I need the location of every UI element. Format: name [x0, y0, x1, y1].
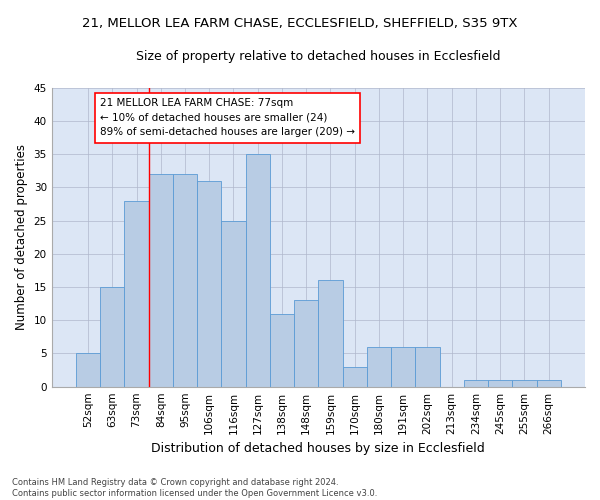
Text: 21 MELLOR LEA FARM CHASE: 77sqm
← 10% of detached houses are smaller (24)
89% of: 21 MELLOR LEA FARM CHASE: 77sqm ← 10% of…: [100, 98, 355, 138]
X-axis label: Distribution of detached houses by size in Ecclesfield: Distribution of detached houses by size …: [151, 442, 485, 455]
Text: Contains HM Land Registry data © Crown copyright and database right 2024.
Contai: Contains HM Land Registry data © Crown c…: [12, 478, 377, 498]
Bar: [391, 347, 415, 387]
Bar: [197, 181, 221, 386]
Bar: [270, 314, 294, 386]
Bar: [343, 367, 367, 386]
Bar: [512, 380, 536, 386]
Bar: [76, 354, 100, 386]
Bar: [173, 174, 197, 386]
Bar: [124, 200, 149, 386]
Y-axis label: Number of detached properties: Number of detached properties: [15, 144, 28, 330]
Bar: [415, 347, 440, 387]
Title: Size of property relative to detached houses in Ecclesfield: Size of property relative to detached ho…: [136, 50, 500, 63]
Bar: [464, 380, 488, 386]
Bar: [245, 154, 270, 386]
Bar: [319, 280, 343, 386]
Bar: [149, 174, 173, 386]
Bar: [536, 380, 561, 386]
Bar: [488, 380, 512, 386]
Bar: [221, 220, 245, 386]
Bar: [294, 300, 319, 386]
Bar: [100, 287, 124, 386]
Text: 21, MELLOR LEA FARM CHASE, ECCLESFIELD, SHEFFIELD, S35 9TX: 21, MELLOR LEA FARM CHASE, ECCLESFIELD, …: [82, 18, 518, 30]
Bar: [367, 347, 391, 387]
